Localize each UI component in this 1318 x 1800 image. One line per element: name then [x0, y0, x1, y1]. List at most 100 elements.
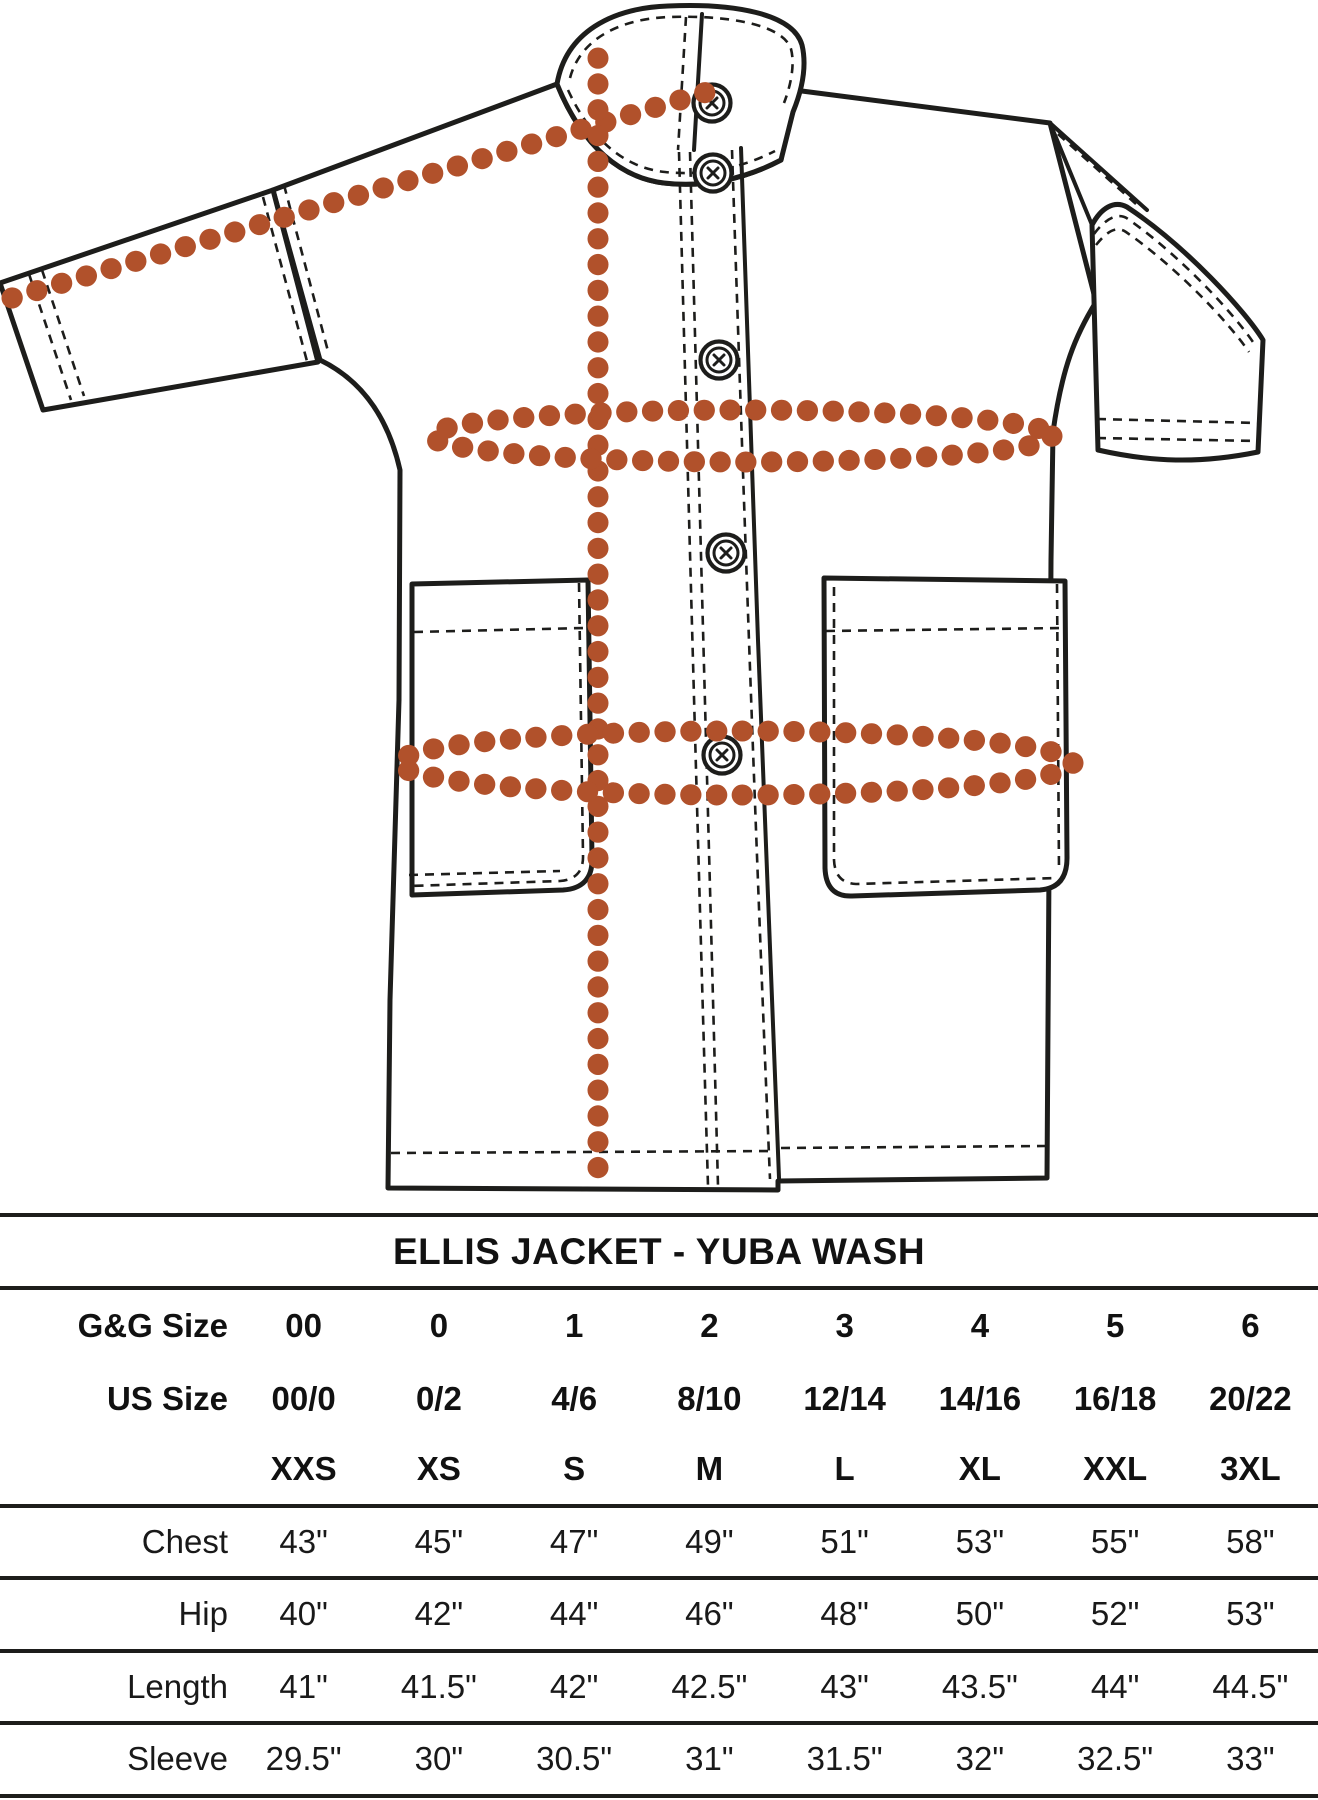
size-value: XXL: [1083, 1450, 1148, 1488]
placket-stitch: [688, 151, 720, 1187]
size-table-row: XXS XS S M L XL XXL 3XL: [0, 1435, 1318, 1508]
left-sleeve: [0, 187, 321, 413]
size-chart-header: ELLIS JACKET - YUBA WASH: [0, 1213, 1318, 1290]
right-pocket-stitch: [832, 587, 1057, 886]
sleeve-measure-line: [1, 81, 718, 309]
size-value: 40": [279, 1595, 328, 1633]
size-value: 41.5": [400, 1667, 477, 1705]
size-value: 00: [285, 1307, 322, 1345]
size-value: S: [563, 1450, 586, 1488]
size-value: 00/0: [271, 1379, 336, 1417]
size-value: 44": [549, 1595, 599, 1633]
right-cuff-stitch: [1096, 436, 1259, 443]
collar-front-stitch: [676, 16, 688, 151]
size-value: 42.5": [671, 1667, 748, 1705]
size-value: 50": [955, 1595, 1005, 1633]
jacket-diagram: [0, 3, 1266, 1193]
size-value: XXS: [270, 1450, 337, 1488]
size-table-rows: G&G Size 00 0 1 2 3 4 5 6 US Size 00/0 0/2 4/6 8/10 12…: [0, 1290, 1318, 1798]
row-label: G&G Size: [77, 1307, 228, 1345]
size-value: 0: [429, 1307, 449, 1345]
size-value: 52": [1090, 1595, 1140, 1633]
button: [705, 532, 747, 574]
right-cuff-stitch: [1096, 417, 1260, 425]
collar-stitch: [568, 15, 794, 104]
size-value: 53": [955, 1522, 1005, 1560]
size-value: 32.5": [1077, 1740, 1154, 1778]
size-chart: ELLIS JACKET - YUBA WASH G&G Size 00 0 1 2 3 4…: [0, 1213, 1318, 1798]
size-value: 1: [564, 1307, 584, 1345]
size-table-row: Chest 43" 45" 47" 49" 51" 53" 55" 58": [0, 1508, 1318, 1580]
size-value: 49": [685, 1522, 734, 1560]
button: [692, 152, 734, 194]
row-label: Hip: [178, 1595, 228, 1633]
size-value: 6: [1241, 1307, 1260, 1345]
row-label: Chest: [141, 1522, 228, 1560]
row-label: US Size: [106, 1379, 228, 1417]
size-value: 43": [820, 1667, 869, 1705]
row-label: Length: [127, 1667, 228, 1705]
size-value: 42": [549, 1667, 599, 1705]
size-value: 44.5": [1212, 1667, 1289, 1705]
hem-stitch: [390, 1149, 776, 1155]
left-pocket-stitch: [409, 582, 585, 888]
right-shoulder-triangle: [1048, 121, 1149, 212]
size-value: XL: [958, 1450, 1001, 1488]
size-value: 20/22: [1209, 1379, 1292, 1417]
size-value: XS: [416, 1450, 461, 1488]
right-sleeve: [1089, 201, 1266, 463]
hip-measure-ellipse: [388, 720, 1084, 806]
size-value: 47": [549, 1522, 599, 1560]
size-value: 44": [1090, 1667, 1140, 1705]
size-table-row: G&G Size 00 0 1 2 3 4 5 6: [0, 1290, 1318, 1363]
size-value: 12/14: [803, 1379, 886, 1417]
size-value: 4: [970, 1307, 990, 1345]
placket-stitch: [730, 149, 772, 1180]
size-value: 32": [955, 1740, 1005, 1778]
hem-stitch: [780, 1144, 1046, 1150]
right-shoulder-stitch: [1054, 135, 1090, 217]
size-value: 14/16: [938, 1379, 1022, 1417]
size-value: 4/6: [551, 1379, 598, 1417]
jacket-flat-sketch: [0, 3, 1266, 1193]
size-value: M: [695, 1450, 724, 1488]
size-table-row: Hip 40" 42" 44" 46" 48" 50" 52" 53": [0, 1580, 1318, 1653]
size-value: 8/10: [677, 1379, 742, 1417]
size-value: 30": [414, 1740, 464, 1778]
size-value: 51": [820, 1522, 869, 1560]
size-value: 45": [414, 1522, 464, 1560]
right-shoulder-stitch: [1057, 133, 1137, 205]
placket-edge: [739, 146, 781, 1180]
left-sleeve-seam-stitch: [261, 196, 310, 366]
size-table-row: Length 41" 41.5" 42" 42.5" 43" 43.5" 44" 44.5": [0, 1653, 1318, 1725]
size-value: 5: [1105, 1307, 1125, 1345]
sleeve-cap-stitch: [1092, 214, 1257, 346]
size-value: 30.5": [536, 1740, 613, 1778]
size-value: 3: [835, 1307, 854, 1345]
size-value: 58": [1226, 1522, 1275, 1560]
row-label: Sleeve: [127, 1740, 228, 1778]
size-value: 43": [279, 1522, 328, 1560]
size-value: 43.5": [941, 1667, 1018, 1705]
button: [701, 734, 743, 776]
right-pocket-fold-stitch: [825, 626, 1064, 633]
left-cuff-stitch: [40, 269, 86, 397]
left-pocket-fold-stitch: [413, 626, 585, 634]
sleeve-cap-stitch: [1094, 228, 1251, 353]
size-value: 48": [820, 1595, 869, 1633]
size-value: 41": [279, 1667, 328, 1705]
size-value: 33": [1226, 1740, 1275, 1778]
size-value: L: [834, 1450, 855, 1488]
collar-front-edge: [692, 12, 704, 152]
size-value: 46": [685, 1595, 734, 1633]
button: [698, 339, 740, 381]
size-value: 31": [685, 1740, 734, 1778]
size-value: 29.5": [265, 1740, 342, 1778]
size-value: 31.5": [806, 1740, 883, 1778]
right-pocket-stitch: [1055, 583, 1061, 873]
size-value: 2: [700, 1307, 719, 1345]
size-value: 0/2: [415, 1379, 462, 1417]
left-sleeve-seam-stitch: [282, 184, 331, 356]
size-value: 42": [414, 1595, 464, 1633]
